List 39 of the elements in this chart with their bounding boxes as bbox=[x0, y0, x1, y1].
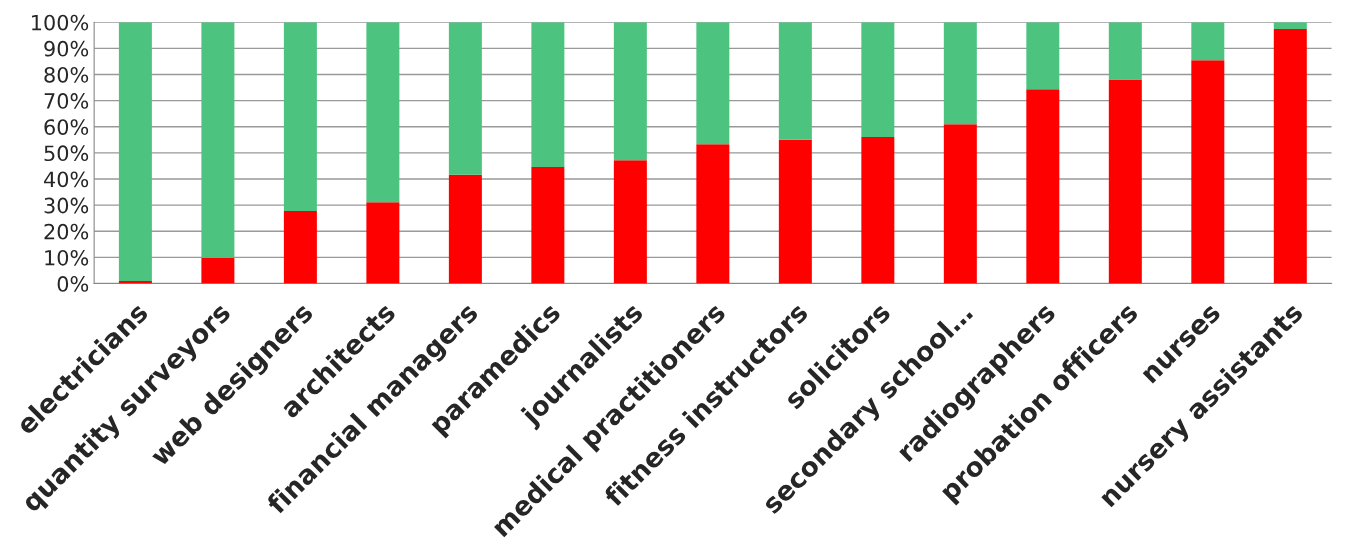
y-tick-label: 60% bbox=[44, 119, 89, 135]
bar bbox=[613, 160, 647, 284]
bar bbox=[448, 174, 482, 284]
bar bbox=[283, 22, 317, 211]
bar bbox=[201, 22, 235, 258]
bar bbox=[1191, 60, 1225, 284]
bar bbox=[613, 22, 647, 161]
bar bbox=[531, 167, 565, 284]
y-tick-label: 50% bbox=[44, 145, 89, 162]
bar bbox=[943, 124, 977, 284]
bar bbox=[448, 22, 482, 175]
bar bbox=[366, 202, 400, 284]
bar bbox=[118, 22, 152, 281]
y-tick-label: 80% bbox=[44, 66, 89, 83]
bar bbox=[201, 257, 235, 284]
bar bbox=[283, 210, 317, 284]
bar bbox=[778, 139, 812, 284]
bar bbox=[696, 144, 730, 284]
bar bbox=[1108, 22, 1142, 80]
bar bbox=[531, 22, 565, 168]
bar bbox=[943, 22, 977, 125]
bar bbox=[366, 22, 400, 203]
y-tick-label: 100% bbox=[32, 14, 89, 31]
bar bbox=[1026, 22, 1060, 90]
y-tick-label: 40% bbox=[44, 171, 89, 188]
bar bbox=[1026, 89, 1060, 284]
y-tick-label: 0% bbox=[57, 276, 89, 292]
y-tick-label: 90% bbox=[44, 40, 89, 57]
y-tick-label: 70% bbox=[44, 93, 89, 109]
bar bbox=[861, 136, 895, 284]
y-tick-label: 10% bbox=[45, 249, 89, 266]
y-tick-label: 20% bbox=[44, 223, 89, 240]
y-tick-label: 30% bbox=[44, 197, 89, 214]
bar bbox=[1108, 79, 1142, 284]
bar bbox=[1273, 29, 1307, 284]
bar bbox=[778, 22, 812, 140]
bar bbox=[861, 22, 895, 137]
bar bbox=[696, 22, 730, 145]
bar bbox=[1191, 22, 1225, 61]
